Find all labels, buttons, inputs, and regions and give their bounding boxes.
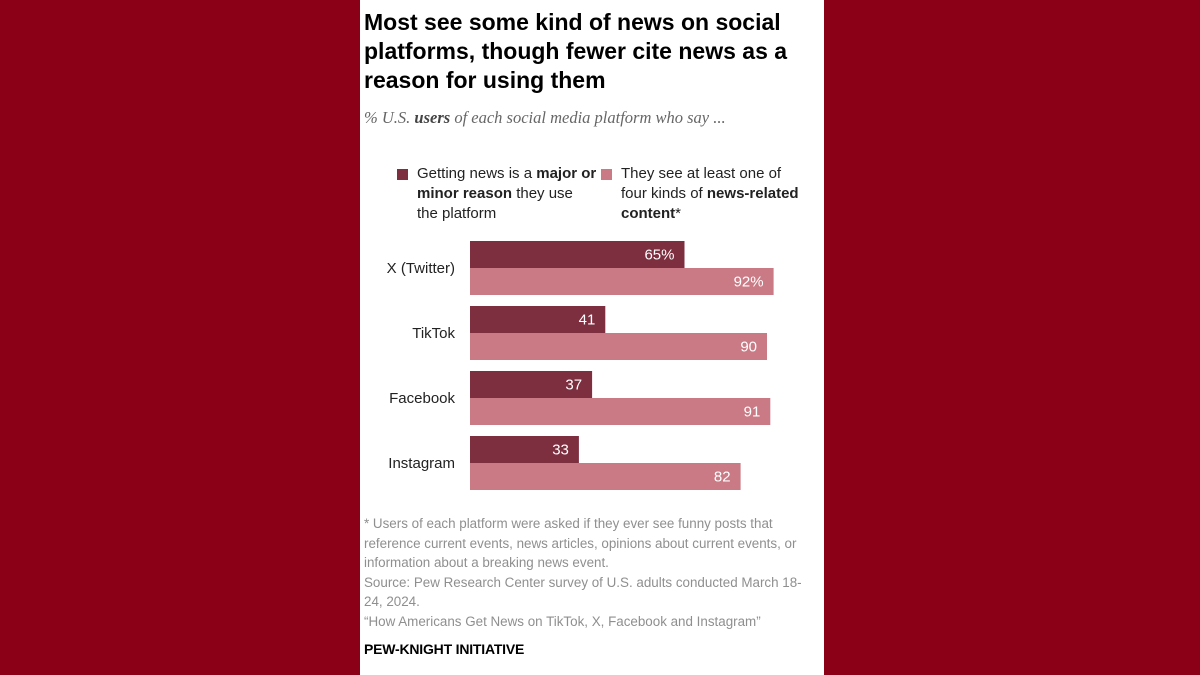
bar-reason — [470, 436, 579, 463]
source-note: Source: Pew Research Center survey of U.… — [364, 574, 802, 610]
data-label-content: 82 — [714, 468, 731, 485]
bar-reason — [470, 306, 606, 333]
data-label-reason: 33 — [552, 441, 569, 458]
data-label-reason: 65% — [644, 246, 674, 263]
legend-reason-pre: Getting news is a — [417, 165, 537, 182]
category-label: TikTok — [412, 325, 455, 342]
bar-content — [470, 398, 771, 425]
data-label-reason: 37 — [565, 376, 582, 393]
legend-content-pre: They see at least one of four kinds of — [621, 165, 782, 202]
chart-card: Most see some kind of news on social pla… — [360, 0, 824, 675]
data-label-content: 90 — [740, 338, 757, 355]
legend-label-reason: Getting news is a major or minor reason … — [417, 164, 597, 224]
legend-reason-bold: major or minor reason — [417, 165, 597, 202]
legend-swatch-content — [601, 169, 612, 180]
bar-content — [470, 268, 774, 295]
chart-title: Most see some kind of news on social pla… — [364, 9, 788, 93]
subtitle-bold: users — [414, 108, 451, 127]
bar-reason — [470, 241, 685, 268]
data-label-content: 92% — [734, 273, 764, 290]
category-label: Instagram — [388, 455, 455, 472]
category-label: Facebook — [389, 390, 455, 407]
bar-reason — [470, 371, 593, 398]
legend-content-post: * — [675, 205, 682, 222]
legend-content-bold: news-related content — [621, 185, 799, 222]
bar-content — [470, 333, 767, 360]
subtitle-prefix: % U.S. — [364, 108, 415, 127]
legend-reason-post: they use the platform — [417, 185, 573, 222]
data-label-reason: 41 — [579, 311, 596, 328]
bar-content — [470, 463, 741, 490]
legend-swatch-reason — [397, 169, 408, 180]
report-title-note: “How Americans Get News on TikTok, X, Fa… — [364, 613, 761, 629]
footnote: * Users of each platform were asked if t… — [364, 516, 797, 570]
data-label-content: 91 — [744, 403, 761, 420]
legend-label-content: They see at least one of four kinds of n… — [621, 164, 811, 224]
chart-subtitle: % U.S. users of each social media platfo… — [364, 108, 814, 128]
subtitle-suffix: of each social media platform who say ..… — [450, 108, 726, 127]
bar-chart: X (Twitter) 65% 92% TikTok 41 90 Facebook 37 91 I… — [387, 241, 774, 490]
chart-notes: * Users of each platform were asked if t… — [364, 514, 820, 631]
brand-label: PEW-KNIGHT INITIATIVE — [364, 641, 525, 657]
category-label: X (Twitter) — [387, 260, 455, 277]
